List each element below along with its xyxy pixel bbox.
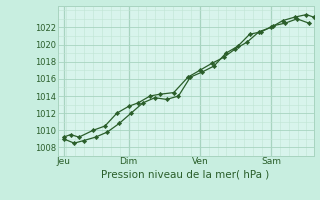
- X-axis label: Pression niveau de la mer( hPa ): Pression niveau de la mer( hPa ): [101, 169, 270, 179]
